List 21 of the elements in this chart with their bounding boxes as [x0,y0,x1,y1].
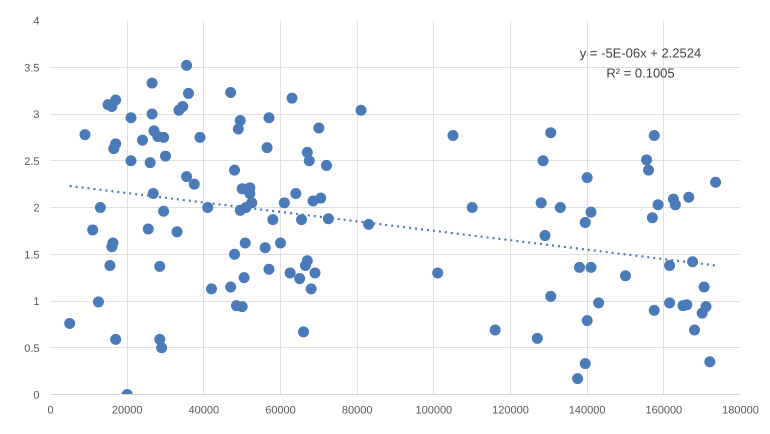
annotation: R² = 0.1005 [606,66,675,80]
x-tick-label: 100000 [415,404,452,416]
y-tick-label: 0.5 [24,342,40,355]
y-tick-label: 1 [33,296,40,308]
x-tick-label: 140000 [568,404,606,416]
y-tick-label: 3 [33,109,40,121]
y-tick-label: 2.5 [24,156,40,168]
y-tick-label: 1.5 [24,249,40,262]
x-tick-label: 80000 [342,404,372,416]
y-tick-label: 3.5 [24,62,40,74]
x-tick-label: 180000 [722,404,759,416]
y-tick-label: 2 [33,202,40,214]
x-tick-label: 120000 [492,404,529,416]
y-tick-label: 0 [33,390,40,402]
x-tick-label: 20000 [112,404,142,416]
x-tick-label: 160000 [645,404,682,416]
annotation: y = -5E-06x + 2.2524 [580,46,702,60]
x-tick-label: 40000 [188,404,220,416]
x-tick-label: 60000 [265,404,296,416]
x-tick-label: 0 [47,404,54,416]
y-tick-label: 4 [33,16,40,28]
